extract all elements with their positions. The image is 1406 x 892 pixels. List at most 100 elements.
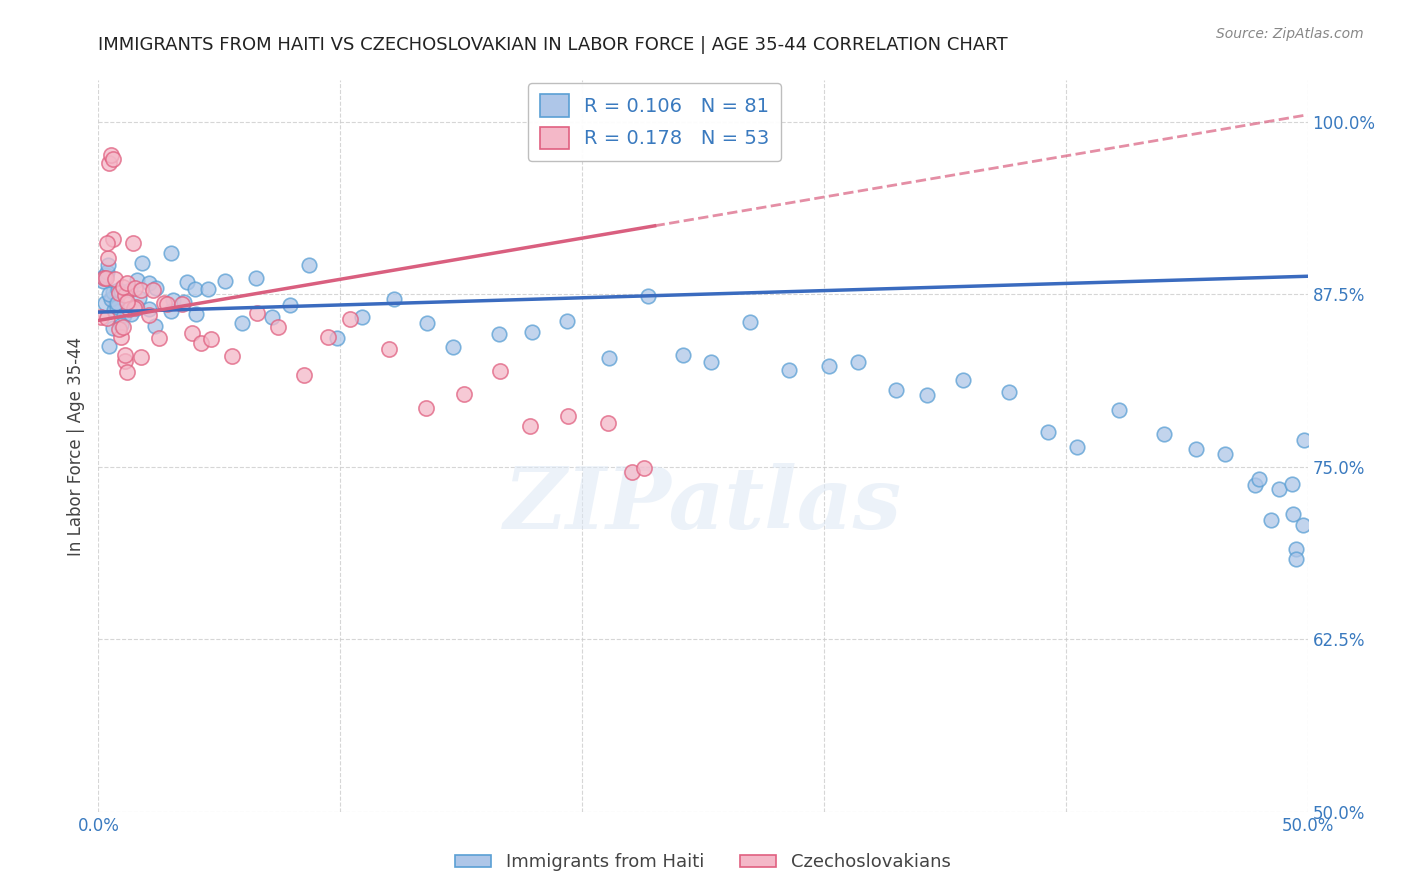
Point: [884, 383, 907, 397]
Point: [637, 289, 659, 303]
Point: [104, 295, 127, 310]
Point: [1284, 551, 1306, 566]
Point: [93, 295, 115, 310]
Point: [93, 271, 115, 285]
Point: [190, 335, 212, 350]
Point: [1282, 507, 1305, 521]
Point: [1213, 447, 1236, 461]
Point: [280, 298, 302, 312]
Point: [415, 316, 437, 330]
Point: [1108, 402, 1130, 417]
Point: [105, 300, 128, 314]
Point: [91, 274, 114, 288]
Point: [124, 301, 146, 315]
Point: [104, 285, 127, 300]
Point: [266, 320, 288, 334]
Point: [672, 349, 695, 363]
Point: [115, 365, 138, 379]
Point: [1260, 513, 1282, 527]
Point: [125, 301, 148, 316]
Point: [170, 297, 193, 311]
Point: [103, 152, 125, 166]
Point: [138, 276, 160, 290]
Point: [221, 349, 243, 363]
Point: [917, 387, 939, 401]
Point: [260, 310, 283, 325]
Point: [184, 282, 207, 296]
Point: [96, 268, 118, 282]
Point: [633, 461, 655, 475]
Point: [142, 284, 165, 298]
Y-axis label: In Labor Force | Age 35-44: In Labor Force | Age 35-44: [66, 336, 84, 556]
Point: [181, 326, 204, 340]
Point: [245, 306, 267, 320]
Point: [415, 401, 437, 416]
Point: [1294, 433, 1316, 447]
Point: [148, 331, 170, 345]
Point: [176, 275, 198, 289]
Point: [159, 304, 181, 318]
Point: [214, 274, 236, 288]
Point: [111, 280, 134, 294]
Point: [115, 294, 138, 309]
Point: [96, 265, 118, 279]
Point: [98, 339, 121, 353]
Point: [124, 281, 146, 295]
Point: [382, 293, 405, 307]
Point: [103, 302, 125, 317]
Point: [197, 282, 219, 296]
Point: [1285, 541, 1308, 556]
Point: [110, 284, 132, 298]
Point: [352, 310, 374, 325]
Point: [555, 314, 578, 328]
Point: [952, 373, 974, 387]
Point: [110, 330, 132, 344]
Point: [125, 300, 148, 314]
Point: [1281, 477, 1303, 491]
Point: [519, 419, 541, 434]
Point: [108, 322, 131, 336]
Point: [111, 320, 134, 334]
Point: [378, 342, 401, 356]
Point: [292, 368, 315, 383]
Point: [110, 318, 132, 332]
Legend: Immigrants from Haiti, Czechoslovakians: Immigrants from Haiti, Czechoslovakians: [449, 847, 957, 879]
Point: [488, 327, 510, 342]
Point: [145, 281, 167, 295]
Point: [200, 332, 222, 346]
Point: [101, 285, 124, 299]
Point: [120, 283, 142, 297]
Point: [96, 311, 118, 326]
Point: [846, 355, 869, 369]
Point: [441, 341, 464, 355]
Point: [245, 271, 267, 285]
Point: [138, 302, 160, 317]
Point: [1036, 425, 1059, 439]
Point: [91, 269, 114, 284]
Point: [97, 286, 120, 301]
Point: [90, 310, 112, 324]
Point: [298, 258, 321, 272]
Point: [97, 258, 120, 272]
Point: [186, 307, 208, 321]
Point: [101, 232, 124, 246]
Point: [107, 296, 129, 310]
Point: [100, 148, 122, 162]
Point: [231, 316, 253, 330]
Point: [1268, 483, 1291, 497]
Point: [125, 273, 148, 287]
Point: [339, 312, 361, 326]
Point: [120, 307, 142, 321]
Point: [162, 293, 184, 307]
Point: [160, 246, 183, 260]
Point: [115, 276, 138, 290]
Point: [453, 387, 475, 401]
Point: [156, 297, 179, 311]
Point: [143, 318, 166, 333]
Text: ZIPatlas: ZIPatlas: [503, 463, 903, 546]
Point: [1247, 472, 1270, 486]
Point: [998, 384, 1021, 399]
Point: [114, 354, 136, 368]
Point: [326, 331, 349, 345]
Point: [153, 296, 176, 310]
